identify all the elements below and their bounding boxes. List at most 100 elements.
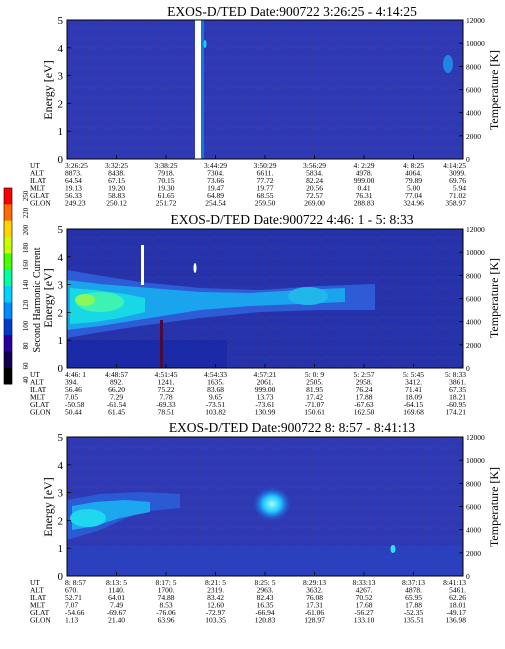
colorbar-tick: 120 (22, 299, 30, 310)
panel-2-data-gap (141, 245, 144, 285)
ephemeris-value: 17.88 (405, 601, 422, 610)
ephemeris-value: 8.53 (159, 601, 172, 610)
ephemeris-value: 83.42 (207, 593, 224, 602)
panel-3: EXOS-D/TED Date:900722 8: 8:57 - 8:41:13… (30, 420, 501, 625)
ut-tick-label: 4: 8:25 (403, 161, 424, 170)
colorbar-swatch (4, 318, 12, 336)
panel-1-ylabel: Energy [eV] (41, 60, 55, 119)
ephemeris-value: 4878. (405, 586, 422, 595)
panel-3-hotspot (70, 509, 106, 527)
colorbar-tick: 160 (22, 259, 30, 270)
y-tick-label: 4 (58, 460, 64, 472)
colorbar-swatch (4, 220, 12, 238)
ephemeris-value: 17.88 (356, 393, 373, 402)
ephemeris-value: 20.56 (306, 184, 323, 193)
colorbar-swatch (4, 302, 12, 320)
ephemeris-value: 7.07 (65, 601, 78, 610)
ephemeris-value: 3099. (449, 169, 466, 178)
panel-1-gap-edge (201, 20, 204, 159)
ephemeris-row-label: MLT (30, 184, 46, 193)
ut-tick-label: 4:48:57 (105, 370, 128, 379)
ephemeris-value: 2963. (257, 586, 274, 595)
ephemeris-row-label: ILAT (30, 593, 47, 602)
y2-tick-label: 4000 (466, 318, 481, 327)
ut-tick-label: 4:54:33 (204, 370, 227, 379)
ephemeris-value: 19.47 (207, 184, 224, 193)
ephemeris-value: 65.95 (405, 593, 422, 602)
ephemeris-row-label: UT (30, 370, 40, 379)
ephemeris-value: 71.02 (449, 191, 466, 200)
panel-1-data-gap (195, 20, 201, 159)
ephemeris-value: 9.65 (209, 393, 222, 402)
ephemeris-value: -73.51 (206, 400, 226, 409)
y2-tick-label: 12000 (466, 433, 485, 442)
y-tick-label: 2 (58, 307, 64, 319)
colorbar-swatch (4, 237, 12, 254)
ephemeris-value: 8438. (108, 169, 125, 178)
ephemeris-value: 81.95 (306, 385, 323, 394)
y-tick-label: 0 (58, 571, 64, 583)
y2-tick-label: 10000 (466, 248, 485, 257)
ephemeris-value: 136.98 (445, 616, 466, 625)
ut-tick-label: 3:44:29 (204, 161, 227, 170)
ephemeris-value: 103.82 (205, 408, 226, 417)
ephemeris-value: 21.40 (108, 616, 125, 625)
ephemeris-value: -64.15 (404, 400, 424, 409)
colorbar-swatch (4, 286, 12, 303)
ut-tick-label: 5: 5:45 (403, 370, 424, 379)
colorbar-frame (3, 187, 13, 385)
ephemeris-value: 82.24 (306, 176, 323, 185)
ephemeris-value: 68.55 (257, 191, 274, 200)
panel-3-y2-axis: 0 2000 4000 6000 8000 10000 12000 (459, 433, 485, 581)
ephemeris-value: -54.66 (65, 608, 85, 617)
panel-1-title: EXOS-D/TED Date:900722 3:26:25 - 4:14:25 (167, 4, 417, 19)
y-tick-label: 2 (58, 98, 64, 110)
ephemeris-value: 18.21 (449, 393, 466, 402)
ut-tick-label: 8:25: 5 (254, 578, 275, 587)
panel-1-plot-texture (67, 20, 463, 159)
ut-tick-label: 5: 8:33 (445, 370, 466, 379)
panel-2-y2-axis: 0 2000 4000 6000 8000 10000 12000 (459, 225, 485, 373)
ephemeris-value: 17.31 (306, 601, 323, 610)
ephemeris-value: -50.58 (65, 400, 85, 409)
ephemeris-value: 130.99 (255, 408, 276, 417)
panel-2-title: EXOS-D/TED Date:900722 4:46: 1 - 5: 8:33 (171, 212, 414, 227)
ut-tick-label: 4:57:21 (254, 370, 277, 379)
ephemeris-row-label: ILAT (30, 385, 47, 394)
ephemeris-value: 128.97 (304, 616, 325, 625)
ephemeris-value: 76.31 (356, 191, 373, 200)
ephemeris-value: 5834. (306, 169, 323, 178)
ut-tick-label: 8:17: 5 (155, 578, 176, 587)
ephemeris-value: 56.33 (65, 191, 82, 200)
ephemeris-value: 16.35 (257, 601, 274, 610)
ephemeris-value: -49.17 (447, 608, 467, 617)
y-tick-label: 0 (58, 154, 64, 166)
y2-tick-label: 2000 (466, 132, 481, 141)
ephemeris-value: 169.68 (403, 408, 424, 417)
y2-tick-label: 6000 (466, 86, 481, 95)
y-tick-label: 1 (58, 543, 64, 555)
colorbar-tick: 40 (22, 376, 30, 384)
ephemeris-value: 0.41 (357, 184, 370, 193)
ephemeris-value: 288.83 (354, 199, 375, 208)
panel-3-y-axis: 0 1 2 3 4 5 (58, 432, 71, 583)
ephemeris-value: 58.83 (108, 191, 125, 200)
panel-1-ylabel-right: Temperature [K] (487, 50, 501, 130)
ephemeris-value: 892. (110, 378, 123, 387)
ephemeris-value: -56.27 (354, 608, 374, 617)
y-tick-label: 5 (58, 224, 64, 236)
y-tick-label: 5 (58, 432, 64, 444)
ut-tick-label: 5: 2:57 (353, 370, 374, 379)
ephemeris-value: 79.89 (405, 176, 422, 185)
ephemeris-value: 259.50 (255, 199, 276, 208)
colorbar-label: Second Harmonic Current (32, 247, 43, 352)
y2-tick-label: 0 (466, 364, 470, 373)
ephemeris-value: 82.43 (257, 593, 274, 602)
ephemeris-value: 12.60 (207, 601, 224, 610)
panel-2-patch (288, 287, 328, 305)
ephemeris-value: 251.72 (156, 199, 177, 208)
ephemeris-value: 67.35 (449, 385, 466, 394)
panel-2-low-energy-layer (67, 340, 227, 368)
ephemeris-row-label: MLT (30, 393, 46, 402)
